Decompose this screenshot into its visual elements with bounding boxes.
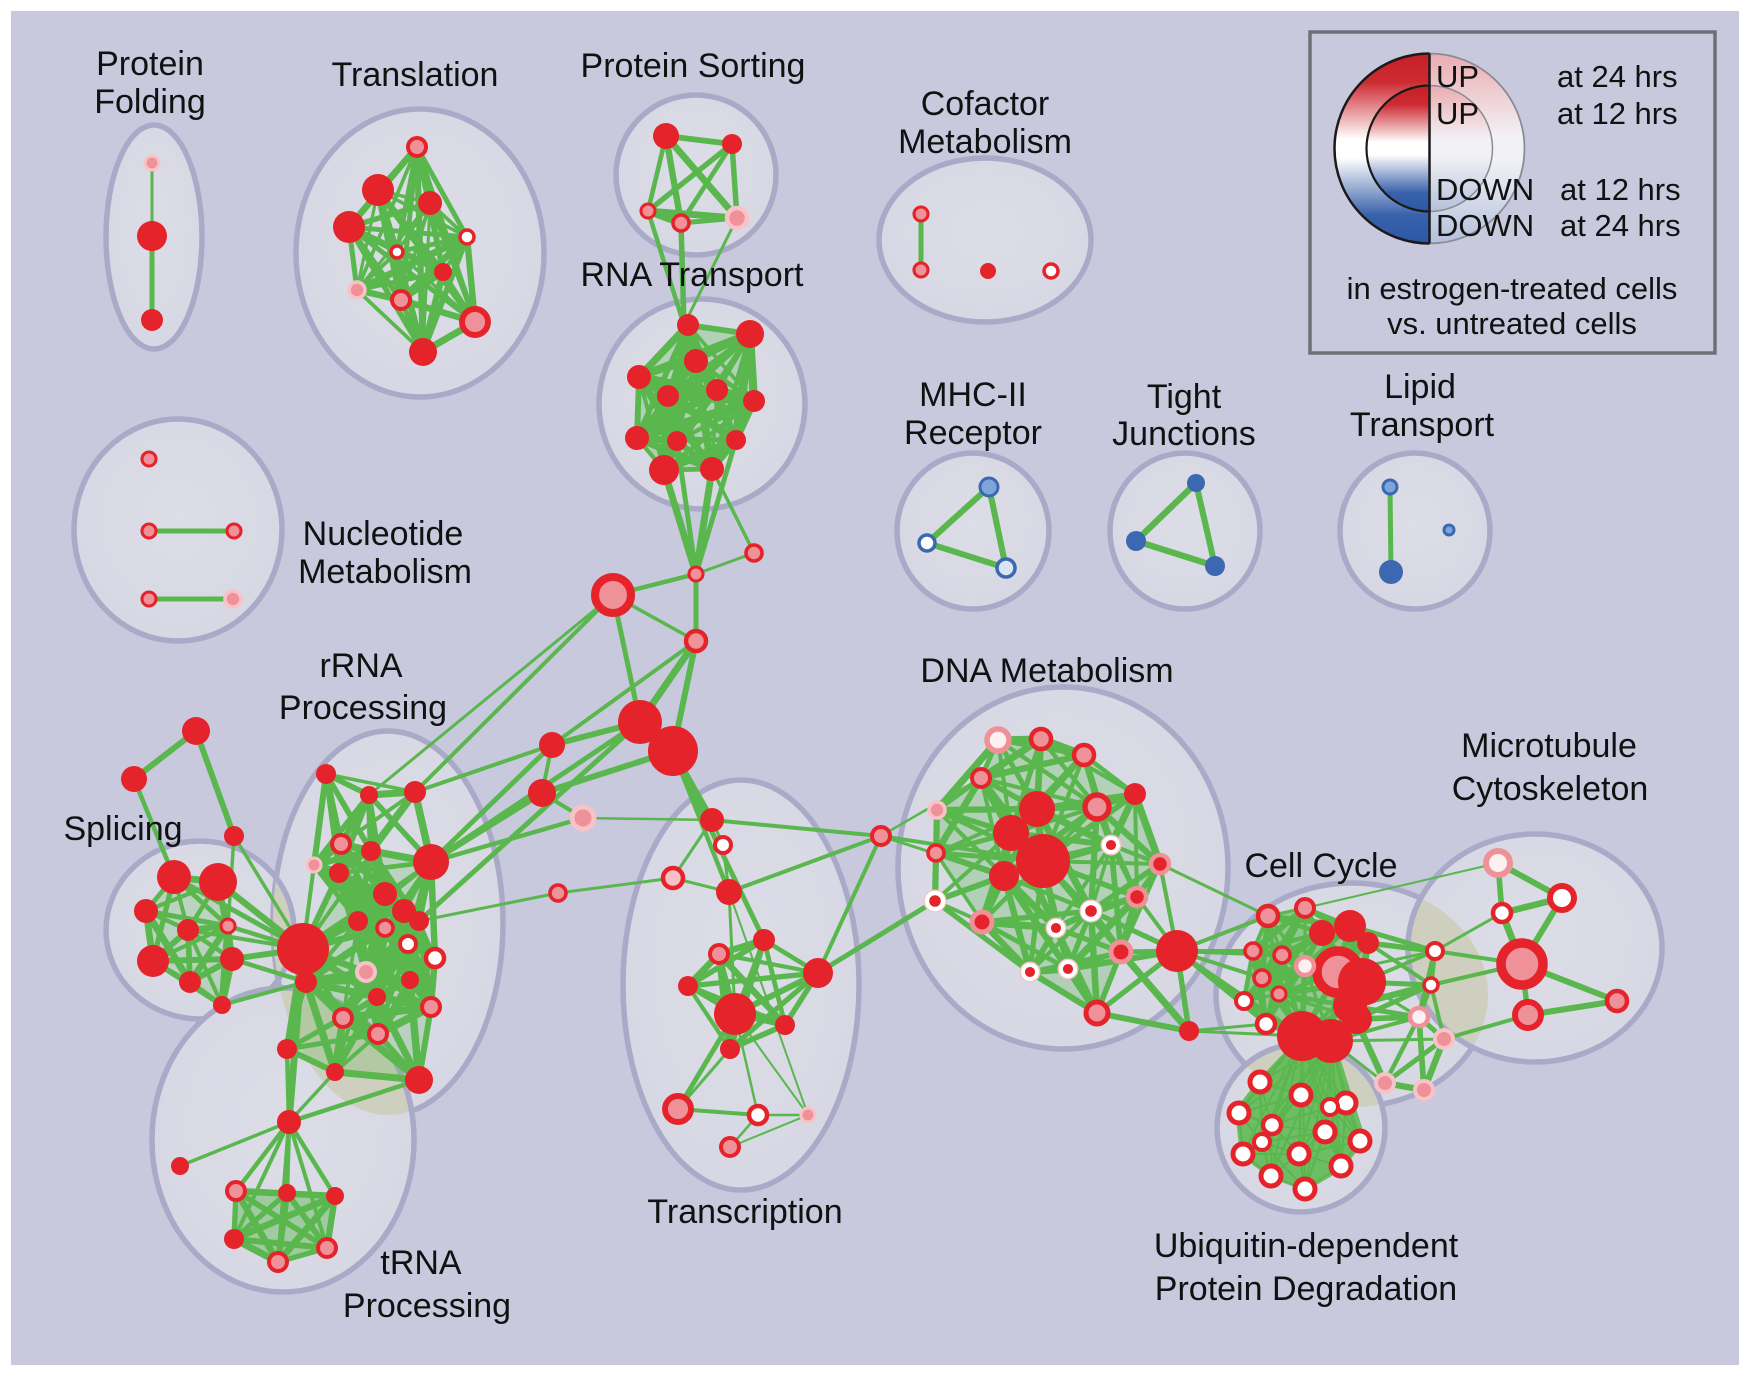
svg-text:Transport: Transport (1350, 406, 1495, 444)
svg-text:Tight: Tight (1147, 378, 1222, 416)
svg-text:Protein Degradation: Protein Degradation (1155, 1270, 1457, 1308)
svg-text:Cofactor: Cofactor (921, 85, 1050, 123)
svg-text:UP: UP (1436, 59, 1479, 94)
svg-text:DOWN: DOWN (1436, 208, 1534, 243)
svg-text:Folding: Folding (94, 83, 206, 121)
svg-text:Lipid: Lipid (1384, 368, 1456, 406)
svg-text:Receptor: Receptor (904, 414, 1042, 452)
svg-text:DOWN: DOWN (1436, 172, 1534, 207)
svg-text:Transcription: Transcription (647, 1193, 842, 1231)
svg-text:Cytoskeleton: Cytoskeleton (1452, 770, 1649, 808)
svg-text:Metabolism: Metabolism (898, 123, 1072, 161)
svg-text:at 12 hrs: at 12 hrs (1557, 96, 1678, 131)
svg-text:MHC-II: MHC-II (919, 376, 1027, 414)
svg-text:Ubiquitin-dependent: Ubiquitin-dependent (1154, 1227, 1459, 1265)
svg-text:at 12 hrs: at 12 hrs (1560, 172, 1681, 207)
svg-text:at 24 hrs: at 24 hrs (1557, 59, 1678, 94)
svg-text:Nucleotide: Nucleotide (303, 515, 464, 553)
svg-text:Processing: Processing (279, 689, 447, 727)
svg-text:Protein Sorting: Protein Sorting (581, 47, 806, 85)
svg-text:vs. untreated cells: vs. untreated cells (1387, 306, 1637, 341)
svg-text:Splicing: Splicing (63, 810, 182, 848)
svg-text:Cell Cycle: Cell Cycle (1244, 847, 1397, 885)
svg-text:Translation: Translation (332, 56, 499, 94)
svg-text:Metabolism: Metabolism (298, 553, 472, 591)
svg-text:tRNA: tRNA (380, 1244, 462, 1282)
svg-text:UP: UP (1436, 96, 1479, 131)
svg-text:at 24 hrs: at 24 hrs (1560, 208, 1681, 243)
svg-text:Processing: Processing (343, 1287, 511, 1325)
svg-text:Microtubule: Microtubule (1461, 727, 1637, 765)
svg-text:DNA Metabolism: DNA Metabolism (920, 652, 1173, 690)
svg-text:in estrogen-treated cells: in estrogen-treated cells (1347, 271, 1678, 306)
svg-text:rRNA: rRNA (319, 647, 402, 685)
svg-text:RNA Transport: RNA Transport (581, 256, 805, 294)
svg-text:Protein: Protein (96, 45, 204, 83)
svg-text:Junctions: Junctions (1112, 415, 1256, 453)
